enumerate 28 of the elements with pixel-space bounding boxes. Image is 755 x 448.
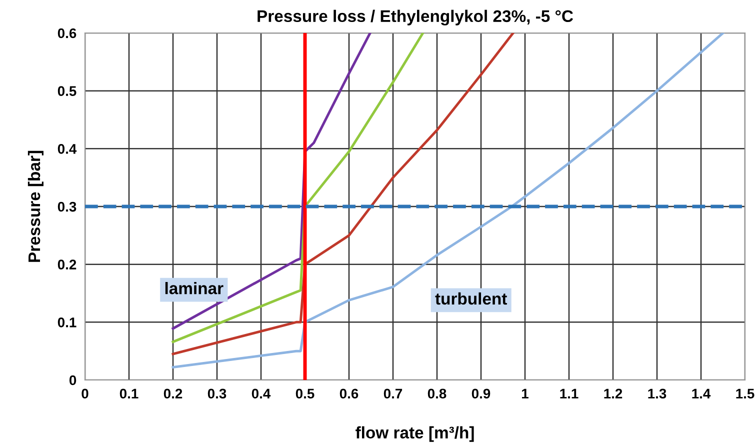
x-tick-label: 1.2	[604, 388, 622, 398]
x-tick-label: 0.1	[120, 388, 138, 399]
x-tick-label: 0.2	[164, 388, 182, 399]
x-tick-label: 1.5	[736, 388, 754, 399]
x-tick-label: 0.5	[296, 388, 314, 399]
x-tick-label: 1.3	[648, 388, 666, 399]
y-tick-label: 0.1	[58, 318, 76, 328]
chart-title: Pressure loss / Ethylenglykol 23%, -5 °C	[258, 10, 574, 26]
y-tick-label: 0.4	[58, 144, 77, 154]
x-tick-label: 0.7	[384, 388, 402, 399]
annotation: laminar	[165, 282, 224, 294]
y-tick-label: 0.6	[58, 28, 76, 38]
y-tick-label: 0.2	[58, 260, 76, 270]
x-tick-label: 0.9	[472, 388, 490, 399]
x-tick-label: 0.3	[208, 388, 226, 399]
x-tick-label: 1.4	[692, 388, 711, 398]
x-tick-label: 1.1	[560, 388, 578, 398]
annotation: turbulent	[435, 292, 508, 305]
x-axis-title: flow rate [m³/h]	[356, 426, 474, 442]
y-axis-title: Pressure [bar]	[28, 150, 44, 262]
y-tick-label: 0.5	[58, 86, 76, 96]
x-tick-label: 0.6	[340, 388, 358, 399]
y-tick-label: 0	[69, 375, 76, 386]
y-tick-label: 0.3	[58, 202, 76, 212]
x-tick-label: 0.4	[252, 388, 271, 399]
x-tick-label: 0.8	[428, 388, 446, 399]
x-tick-label: 0	[82, 388, 88, 399]
x-tick-label: 1	[522, 388, 528, 398]
